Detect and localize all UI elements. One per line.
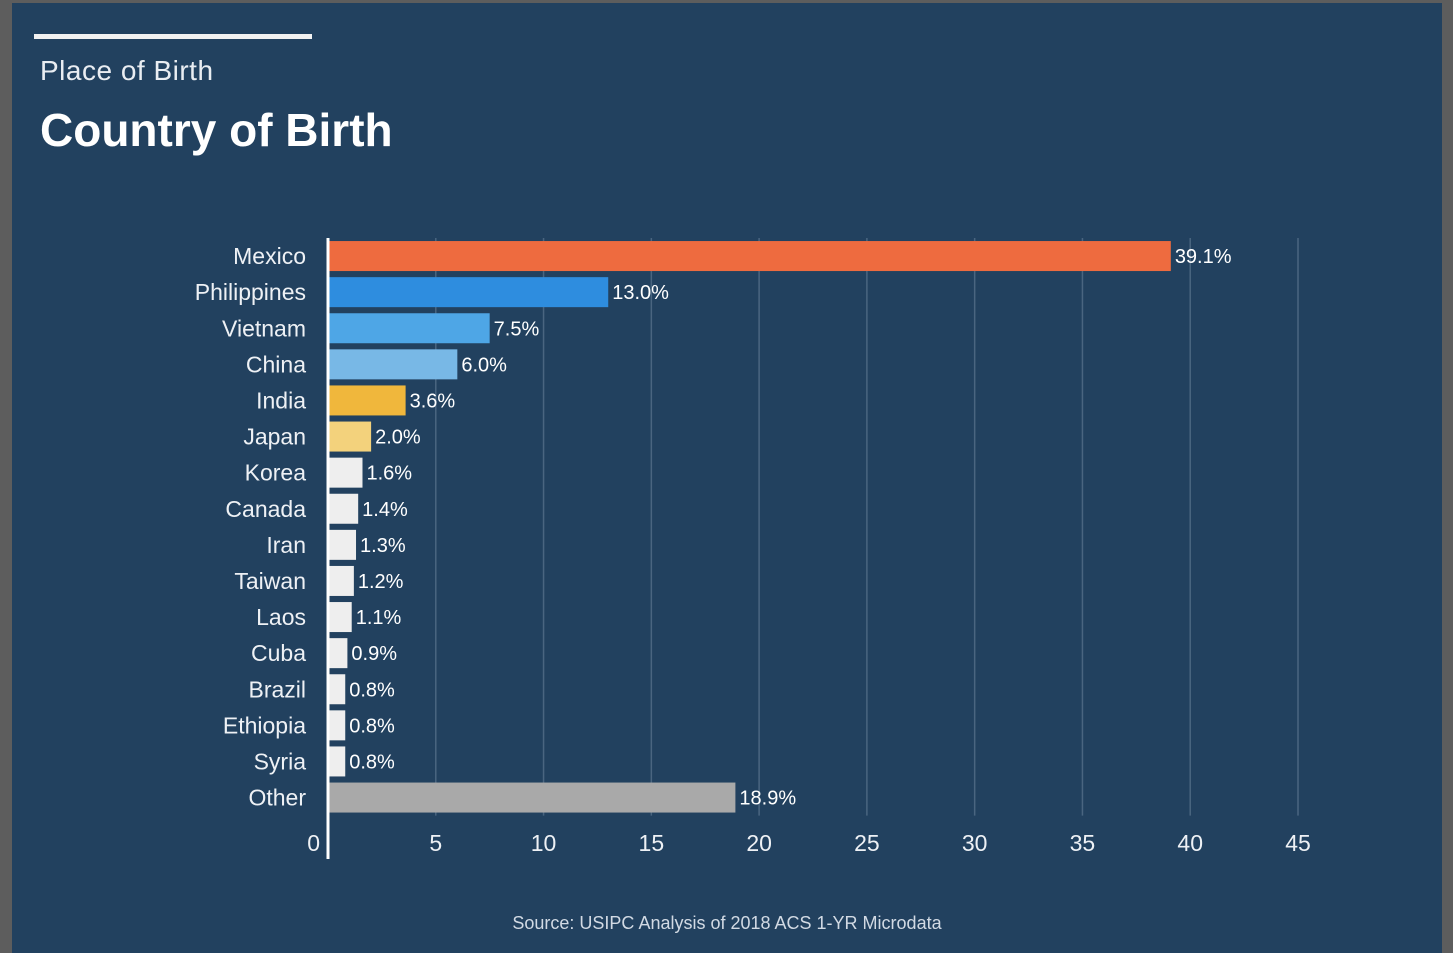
category-labels: Mexico Philippines Vietnam China India Japan K… — [195, 243, 307, 811]
category-label: Taiwan — [234, 568, 306, 594]
bar-iran — [328, 529, 357, 560]
x-tick-label: 35 — [1070, 830, 1096, 856]
value-label: 0.8% — [349, 715, 395, 737]
category-label: China — [246, 351, 306, 377]
category-label: Canada — [225, 496, 306, 522]
bars — [328, 241, 1171, 813]
value-label: 1.6% — [366, 463, 412, 485]
x-tick-label: 40 — [1177, 830, 1203, 856]
category-label: Cuba — [251, 640, 306, 666]
x-tick-label: 20 — [746, 830, 772, 856]
bar-japan — [328, 421, 372, 452]
category-label: Iran — [266, 532, 306, 558]
category-label: Japan — [243, 424, 306, 450]
bar-laos — [328, 602, 352, 633]
value-label: 1.3% — [360, 535, 406, 557]
value-label: 0.8% — [349, 751, 395, 773]
x-tick-label: 45 — [1285, 830, 1311, 856]
category-label: Korea — [245, 460, 307, 486]
value-label: 2.0% — [375, 427, 421, 449]
value-label: 18.9% — [739, 788, 796, 810]
x-tick-label: 25 — [854, 830, 880, 856]
bar-taiwan — [328, 565, 354, 596]
source-note: Source: USIPC Analysis of 2018 ACS 1-YR … — [512, 913, 942, 933]
category-label: Philippines — [195, 279, 306, 305]
value-label: 3.6% — [410, 390, 456, 412]
bar-canada — [328, 493, 359, 524]
x-tick-label: 15 — [639, 830, 665, 856]
bar-cuba — [328, 638, 348, 669]
category-label: Syria — [254, 748, 307, 774]
x-axis-ticks: 0 5 10 15 20 25 30 35 40 45 — [307, 830, 1311, 856]
value-labels: 39.1% 13.0% 7.5% 6.0%3.6% 2.0% 1.6% 1.4% 1.3% 1.… — [349, 246, 1232, 810]
category-label: Brazil — [248, 676, 306, 702]
value-label: 0.9% — [351, 643, 397, 665]
category-label: India — [256, 387, 306, 413]
value-label: 1.1% — [356, 607, 402, 629]
x-tick-label: 5 — [429, 830, 442, 856]
value-label: 1.4% — [362, 499, 408, 521]
bar-vietnam — [328, 313, 490, 344]
category-label: Vietnam — [222, 315, 306, 341]
category-label: Laos — [256, 604, 306, 630]
bar-syria — [328, 746, 346, 777]
value-label: 6.0% — [461, 354, 507, 376]
top-rule — [34, 34, 312, 39]
bar-korea — [328, 457, 363, 488]
value-label: 7.5% — [494, 318, 540, 340]
value-label: 0.8% — [349, 679, 395, 701]
category-label: Mexico — [233, 243, 306, 269]
grid-lines — [435, 238, 1299, 816]
x-tick-label: 10 — [531, 830, 557, 856]
bar-india — [328, 385, 406, 416]
bar-mexico — [328, 241, 1171, 272]
bar-other — [328, 782, 736, 813]
bar-chart: Mexico Philippines Vietnam China India Japan K… — [195, 238, 1311, 859]
value-label: 39.1% — [1175, 246, 1232, 268]
value-label: 1.2% — [358, 571, 404, 593]
bar-china — [328, 349, 458, 380]
bar-ethiopia — [328, 710, 346, 741]
bar-philippines — [328, 277, 609, 308]
category-label: Other — [248, 785, 306, 811]
chart-kicker: Place of Birth — [40, 55, 214, 86]
chart-title: Country of Birth — [40, 104, 393, 156]
x-tick-label: 0 — [307, 830, 320, 856]
category-label: Ethiopia — [223, 712, 306, 738]
value-label: 13.0% — [612, 282, 669, 304]
bar-brazil — [328, 674, 346, 705]
chart-card: Place of Birth Country of Birth Mexico Ph… — [12, 3, 1442, 953]
x-tick-label: 30 — [962, 830, 988, 856]
